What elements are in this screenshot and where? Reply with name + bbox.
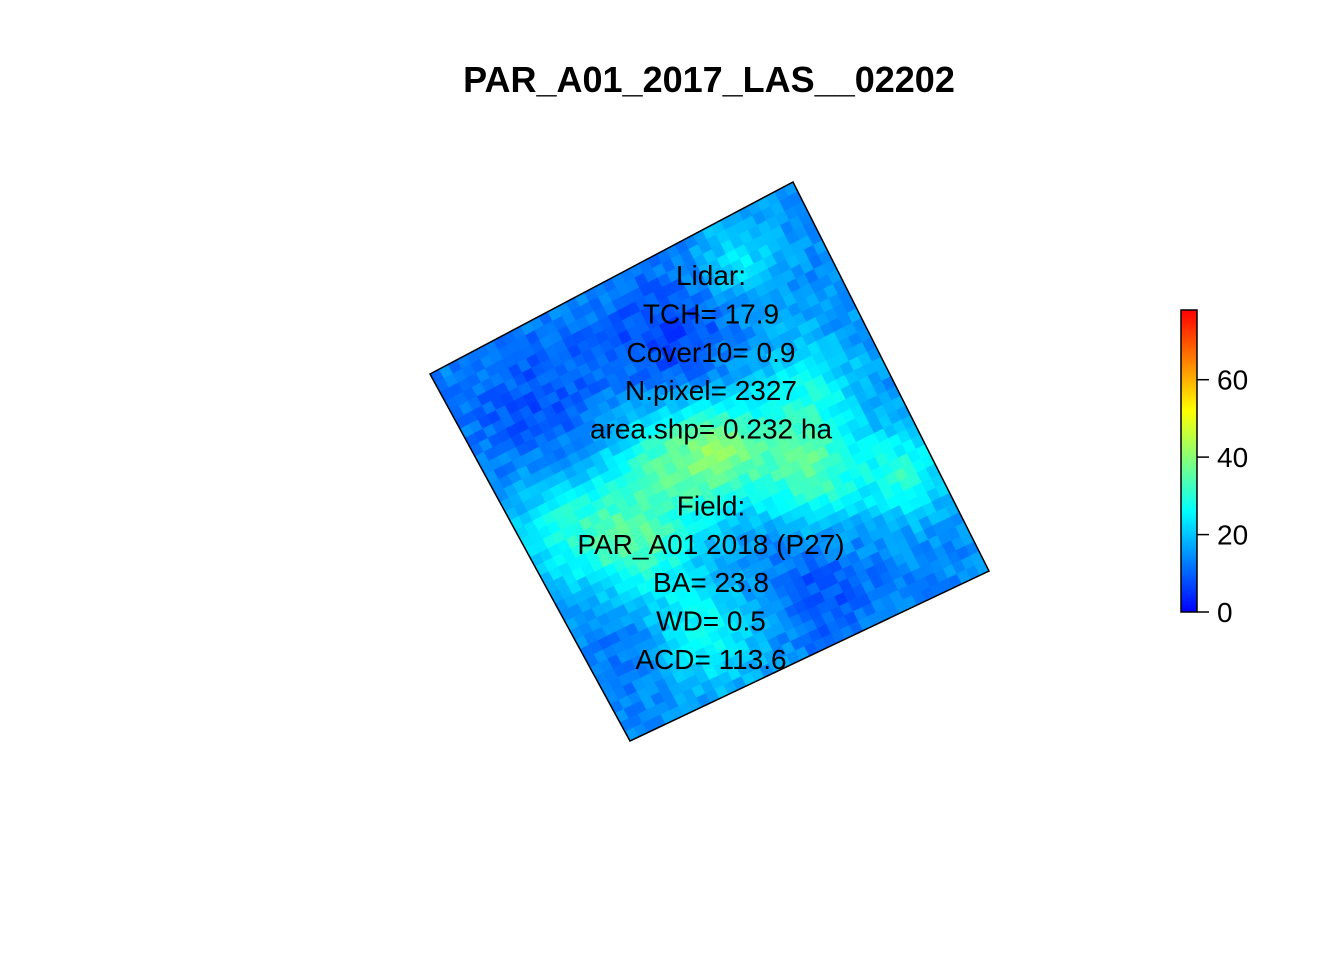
plot-boundary — [428, 180, 991, 742]
annotation-line: Lidar: — [676, 260, 746, 291]
raster-plot — [429, 181, 990, 742]
legend-tick-label: 40 — [1217, 442, 1248, 473]
annotation-line: Cover10= 0.9 — [627, 337, 796, 368]
annotation-line: TCH= 17.9 — [643, 298, 779, 329]
annotation-line: PAR_A01 2018 (P27) — [577, 529, 844, 560]
annotation-line: Field: — [677, 490, 745, 521]
legend-tick-label: 60 — [1217, 365, 1248, 396]
annotation-line: BA= 23.8 — [653, 567, 769, 598]
color-legend: 0 20 40 60 — [1180, 309, 1248, 628]
chart-title: PAR_A01_2017_LAS__02202 — [463, 59, 955, 100]
annotation-line: WD= 0.5 — [656, 606, 766, 637]
legend-colorbar — [1180, 309, 1198, 613]
annotation-line: area.shp= 0.232 ha — [590, 414, 833, 445]
plot-annotations: Lidar: TCH= 17.9 Cover10= 0.9 N.pixel= 2327… — [577, 260, 844, 675]
legend-tick-label: 0 — [1217, 597, 1233, 628]
legend-ticks: 0 20 40 60 — [1197, 365, 1248, 628]
legend-tick-label: 20 — [1217, 520, 1248, 551]
annotation-line: N.pixel= 2327 — [625, 375, 797, 406]
annotation-line: ACD= 113.6 — [635, 644, 786, 675]
